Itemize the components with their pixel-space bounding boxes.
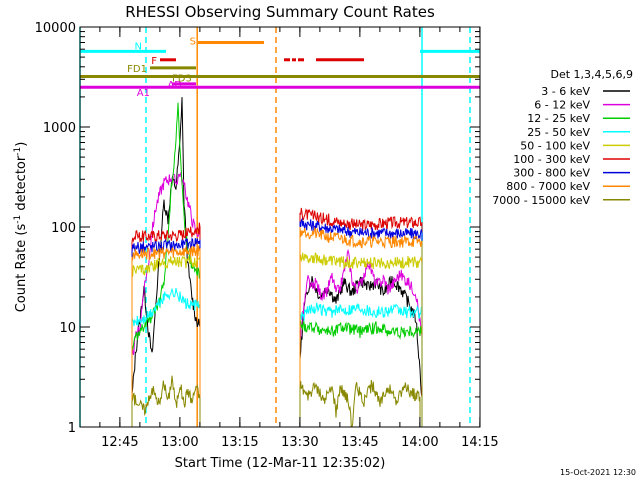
y-tick-label: 10 bbox=[59, 321, 76, 336]
state-label: A1 bbox=[137, 88, 150, 99]
series-800-7000keV-line bbox=[131, 245, 201, 427]
timestamp: 15-Oct-2021 12:30 bbox=[560, 468, 636, 477]
series-25-50keV-line bbox=[131, 287, 201, 427]
legend-title: Det 1,3,4,5,6,9 bbox=[550, 68, 633, 81]
chart-title: RHESSI Observing Summary Count Rates bbox=[125, 3, 435, 21]
series-6-12keV-line bbox=[131, 170, 201, 427]
legend-label: 50 - 100 keV bbox=[520, 139, 590, 152]
legend-label: 7000 - 15000 keV bbox=[492, 194, 590, 207]
series-300-800keV-line bbox=[299, 217, 423, 427]
y-axis-label-part2: detector bbox=[14, 155, 29, 215]
x-tick-label: 13:00 bbox=[161, 435, 198, 450]
state-label: S bbox=[190, 36, 196, 47]
x-tick-label: 12:45 bbox=[101, 435, 138, 450]
x-tick-label: 14:00 bbox=[401, 435, 438, 450]
series-6-12keV-line bbox=[299, 248, 423, 427]
state-label: FD1 bbox=[127, 64, 147, 75]
legend-label: 300 - 800 keV bbox=[513, 167, 590, 180]
series-50-100keV-line bbox=[131, 255, 201, 427]
state-label: AD bbox=[167, 80, 182, 91]
y-tick-label: 100 bbox=[51, 221, 76, 236]
series-3-6keV-line bbox=[299, 275, 423, 427]
y-axis-label-part3: ) bbox=[14, 142, 29, 147]
series-50-100keV-line bbox=[299, 252, 423, 427]
x-tick-label: 13:15 bbox=[221, 435, 258, 450]
series-12-25keV-line bbox=[299, 320, 423, 427]
y-axis-label: Count Rate (s-1 detector-1) bbox=[13, 142, 29, 313]
series-7000-15000keV-line bbox=[131, 375, 201, 427]
series-100-300keV-line bbox=[299, 207, 423, 427]
y-tick-label: 1000 bbox=[43, 121, 76, 136]
legend-label: 12 - 25 keV bbox=[527, 112, 590, 125]
x-axis-label: Start Time (12-Mar-11 12:35:02) bbox=[175, 456, 386, 471]
y-axis-label-sup1: -1 bbox=[13, 215, 23, 224]
legend-label: 3 - 6 keV bbox=[541, 85, 590, 98]
series-7000-15000keV-line bbox=[299, 379, 421, 428]
x-tick-label: 14:15 bbox=[461, 435, 498, 450]
legend-label: 6 - 12 keV bbox=[534, 99, 590, 112]
y-axis-label-sup2: -1 bbox=[13, 147, 23, 156]
legend-label: 25 - 50 keV bbox=[527, 126, 590, 139]
legend-label: 100 - 300 keV bbox=[513, 153, 590, 166]
y-axis-label-part1: Count Rate (s bbox=[14, 224, 29, 313]
state-label: F bbox=[151, 56, 157, 67]
state-label: FD3 bbox=[172, 73, 192, 84]
x-tick-label: 13:30 bbox=[281, 435, 318, 450]
x-axis-ticks: 12:45 13:00 13:15 13:30 13:45 14:00 14:15 bbox=[99, 27, 499, 450]
state-label: N bbox=[135, 41, 142, 52]
series-800-7000keV-line bbox=[299, 226, 423, 427]
y-tick-label: 10000 bbox=[35, 21, 76, 36]
series-25-50keV-line bbox=[299, 302, 423, 427]
x-tick-label: 13:45 bbox=[341, 435, 378, 450]
y-axis-ticks: 1 10 100 1000 10000 bbox=[35, 21, 480, 436]
legend-label: 800 - 7000 keV bbox=[506, 180, 590, 193]
y-tick-label: 1 bbox=[68, 421, 76, 436]
